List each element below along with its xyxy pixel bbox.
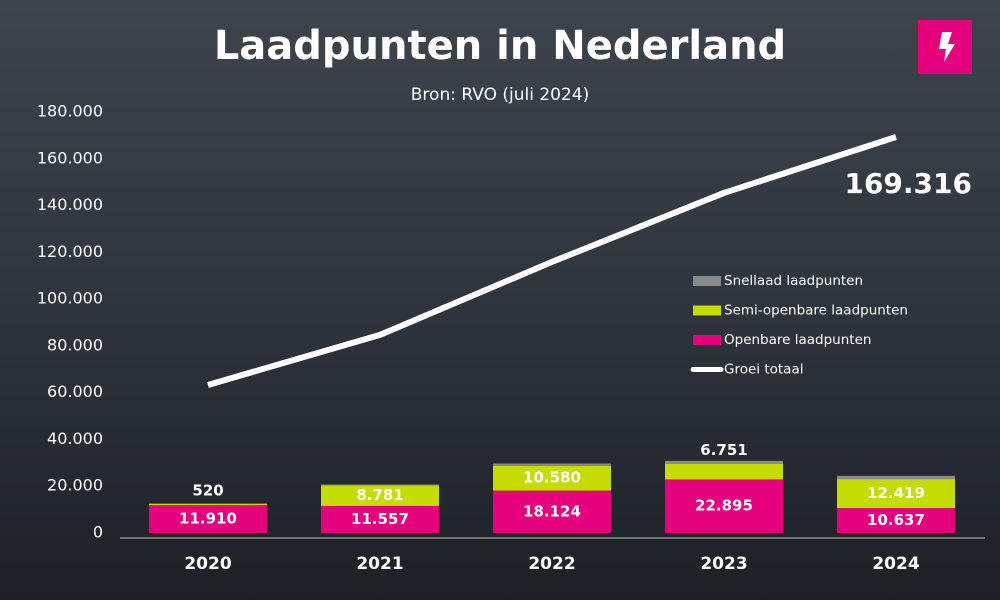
y-tick-label: 120.000 (37, 242, 103, 261)
y-tick-label: 80.000 (47, 335, 103, 354)
line-label: 169.316 (844, 167, 972, 200)
bar-segment (837, 479, 955, 509)
y-tick-label: 20.000 (47, 476, 103, 495)
chart-subtitle: Bron: RVO (juli 2024) (411, 85, 589, 105)
x-tick-label: 2022 (528, 554, 575, 574)
bar-segment (493, 490, 611, 533)
line-series (207, 134, 897, 388)
legend-swatch (693, 305, 721, 316)
data-label: 22.895 (695, 497, 753, 515)
x-tick-label: 2024 (872, 554, 919, 574)
data-label: 18.124 (523, 502, 581, 520)
y-tick-label: 100.000 (37, 289, 103, 308)
bar-segment (321, 485, 439, 506)
legend-label: Groei totaal (724, 362, 803, 378)
legend-swatch (693, 276, 721, 286)
legend-label: Openbare laadpunten (724, 332, 871, 348)
x-tick-label: 2021 (356, 554, 403, 574)
data-label: 6.751 (700, 441, 747, 459)
bar-segment (321, 484, 439, 486)
y-tick-label: 40.000 (47, 429, 103, 448)
bar-segment (493, 465, 611, 491)
y-tick-label: 180.000 (37, 102, 103, 121)
chart-title: Laadpunten in Nederland (214, 23, 786, 69)
bar-segment (149, 503, 267, 506)
bar-segment (665, 479, 783, 533)
y-tick-label: 140.000 (37, 195, 103, 214)
y-tick-label: 160.000 (37, 148, 103, 167)
data-label: 11.557 (351, 510, 409, 528)
bar-segment (149, 505, 267, 533)
bar-segment (837, 475, 955, 480)
bar-segment (493, 463, 611, 466)
x-tick-label: 2020 (184, 554, 231, 574)
y-tick-label: 60.000 (47, 382, 103, 401)
data-label: 11.910 (179, 510, 237, 528)
data-label: 10.580 (523, 469, 581, 487)
bar-segment (837, 508, 955, 533)
legend-label: Snellaad laadpunten (724, 273, 863, 289)
bar-segment (665, 463, 783, 480)
logo (918, 20, 972, 74)
bar-segment (665, 460, 783, 464)
y-tick-label: 0 (93, 523, 103, 542)
legend-swatch (693, 335, 721, 345)
x-tick-label: 2023 (700, 554, 747, 574)
data-label: 10.637 (867, 511, 925, 529)
data-label: 12.419 (867, 484, 925, 502)
data-label: 520 (192, 481, 223, 499)
bar-segment (321, 505, 439, 533)
data-label: 8.781 (356, 486, 403, 504)
legend-label: Semi-openbare laadpunten (724, 303, 908, 319)
